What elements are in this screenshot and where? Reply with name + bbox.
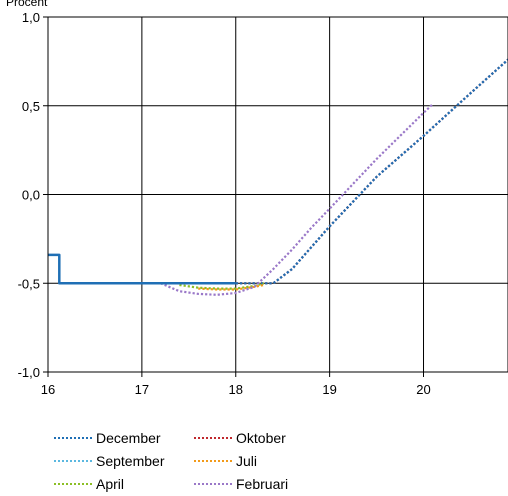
y-tick-label: -1,0	[18, 365, 40, 380]
line-chart: Procent 16 17 18 19 20 -1,0 -0,5 0,0 0,5 1,0	[6, 0, 508, 397]
legend-item: December	[54, 428, 194, 447]
legend-item: April	[54, 474, 194, 493]
series-lines	[48, 58, 508, 296]
x-tick-label: 19	[322, 382, 336, 397]
legend-label: Februari	[236, 475, 289, 492]
series-line-juli	[198, 283, 265, 291]
x-tick-label: 18	[229, 382, 243, 397]
y-tick-label: 0,0	[22, 188, 40, 203]
x-tick-label: 20	[416, 382, 430, 397]
series-line-december	[235, 58, 508, 285]
legend-swatch	[194, 459, 232, 462]
x-tick-label: 16	[41, 382, 55, 397]
series-line-oktober	[235, 58, 508, 285]
tick-labels: 16 17 18 19 20 -1,0 -0,5 0,0 0,5 1,0	[18, 10, 431, 397]
series-line-september	[235, 58, 508, 285]
legend: December Oktober September Juli April Februar…	[54, 428, 354, 493]
legend-swatch	[54, 459, 92, 462]
x-tick-label: 17	[135, 382, 149, 397]
legend-label: December	[96, 429, 161, 446]
legend-swatch	[194, 436, 232, 439]
y-tick-label: 0,5	[22, 99, 40, 114]
legend-item: Februari	[194, 474, 344, 493]
legend-swatch	[194, 482, 232, 485]
legend-item: Oktober	[194, 428, 344, 447]
legend-swatch	[54, 482, 92, 485]
legend-label: April	[96, 475, 125, 492]
plot-area-border	[47, 16, 508, 373]
legend-label: September	[96, 452, 165, 469]
legend-swatch	[54, 436, 92, 439]
legend-label: Oktober	[236, 429, 286, 446]
y-tick-label: 1,0	[22, 10, 40, 25]
series-line-outcome	[48, 253, 236, 285]
legend-item: September	[54, 451, 194, 470]
legend-item: Juli	[194, 451, 344, 470]
legend-label: Juli	[236, 452, 258, 469]
y-tick-label: -0,5	[18, 276, 40, 291]
series-line-februari	[160, 103, 434, 296]
y-axis-label: Procent	[6, 0, 48, 9]
grid	[43, 16, 508, 377]
